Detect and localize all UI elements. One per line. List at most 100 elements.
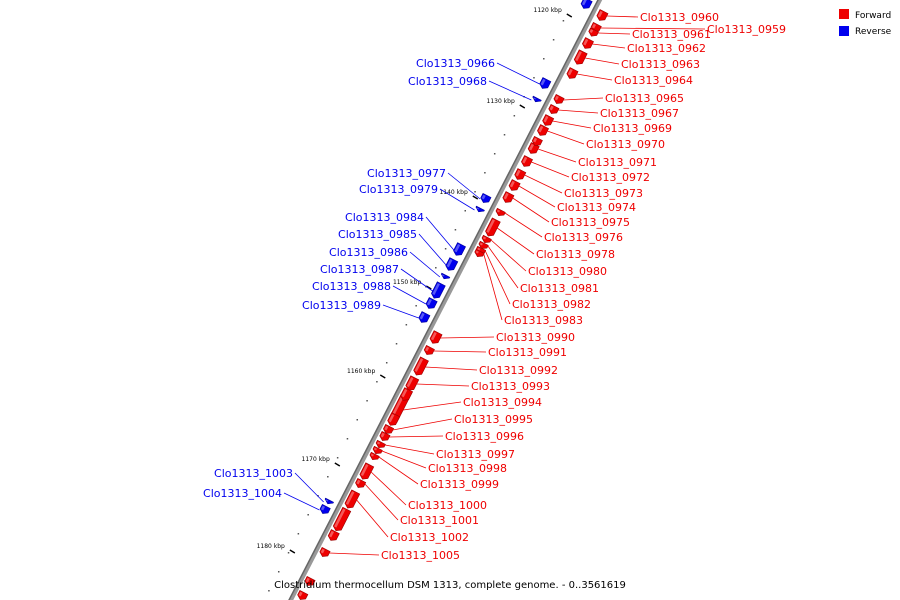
forward-gene-arrow (359, 462, 375, 480)
minor-tick (336, 457, 339, 459)
reverse-gene-arrow (453, 242, 466, 256)
minor-tick (268, 590, 270, 592)
reverse-gene-label: Clo1313_0968 (408, 75, 487, 88)
label-connector (547, 130, 585, 145)
forward-gene-label: Clo1313_0960 (640, 11, 719, 24)
label-connector (487, 245, 519, 289)
tick-mark (289, 549, 296, 554)
minor-tick (395, 343, 398, 345)
reverse-gene-label: Clo1313_1004 (203, 487, 282, 500)
forward-gene-arrow (481, 234, 492, 243)
forward-gene-arrow (596, 9, 609, 21)
forward-gene-arrow (423, 344, 435, 355)
forward-gene-label: Clo1313_0980 (528, 265, 607, 278)
label-connector (606, 15, 639, 18)
reverse-gene-arrow (431, 281, 446, 299)
forward-gene-label: Clo1313_0991 (488, 346, 567, 359)
forward-gene-label: Clo1313_0981 (520, 282, 599, 295)
genome-backbone (288, 0, 603, 600)
forward-gene-arrow (383, 423, 395, 434)
forward-gene-label: Clo1313_1002 (390, 531, 469, 544)
minor-tick (415, 305, 417, 307)
label-connector (418, 233, 447, 266)
minor-tick (385, 362, 388, 364)
genome-backbone-edge (288, 0, 599, 600)
label-connector (584, 57, 620, 65)
reverse-gene-arrow (480, 192, 492, 203)
label-connector (484, 250, 511, 305)
reverse-gene-arrow (580, 0, 593, 9)
label-connector (483, 253, 503, 321)
label-connector (597, 32, 631, 35)
label-connector (409, 251, 441, 278)
forward-gene-label: Clo1313_0997 (436, 448, 515, 461)
label-connector (364, 483, 399, 521)
label-connector (440, 336, 495, 339)
label-connector (283, 492, 320, 511)
label-connector (558, 109, 599, 114)
label-connector (512, 197, 550, 223)
forward-gene-label: Clo1313_0963 (621, 58, 700, 71)
tick-label: 1180 kbp (257, 543, 285, 550)
minor-tick (543, 58, 545, 60)
forward-gene-arrow (588, 27, 599, 37)
reverse-gene-arrow (425, 297, 438, 309)
forward-gene-label: Clo1313_0972 (571, 171, 650, 184)
forward-gene-arrow (478, 240, 489, 249)
minor-tick (464, 210, 466, 212)
label-connector (370, 471, 407, 506)
legend-swatch-reverse (839, 26, 849, 36)
forward-gene-arrow (297, 589, 309, 600)
label-connector (378, 456, 419, 485)
forward-gene-arrow (413, 356, 429, 376)
forward-gene-label: Clo1313_0993 (471, 380, 550, 393)
forward-gene-label: Clo1313_0983 (504, 314, 583, 327)
forward-gene-arrow (553, 93, 565, 104)
forward-gene-arrow (548, 103, 560, 114)
minor-tick (346, 438, 349, 440)
forward-gene-label: Clo1313_0961 (632, 28, 711, 41)
forward-gene-arrow (582, 37, 594, 49)
label-connector (392, 285, 427, 305)
tick-mark (425, 285, 432, 290)
minor-tick (366, 400, 368, 402)
forward-gene-arrow (332, 506, 352, 532)
forward-gene-arrow (485, 217, 501, 237)
forward-gene-arrow (521, 155, 533, 167)
minor-tick (307, 514, 309, 516)
label-connector (488, 80, 532, 101)
reverse-gene-arrow (418, 311, 431, 323)
tick-mark (379, 374, 386, 379)
label-connector (403, 401, 462, 411)
forward-gene-arrow (566, 67, 579, 79)
reverse-gene-arrow (440, 272, 451, 280)
forward-gene-arrow (429, 330, 443, 344)
forward-gene-arrow (369, 451, 380, 460)
label-connector (389, 435, 444, 438)
forward-gene-label: Clo1313_0975 (551, 216, 630, 229)
forward-gene-arrow (327, 529, 340, 541)
forward-gene-arrow (542, 114, 555, 126)
forward-gene-arrow (355, 477, 367, 488)
forward-gene-label: Clo1313_0974 (557, 201, 636, 214)
label-connector (356, 499, 389, 538)
minor-tick (327, 476, 329, 478)
minor-tick (513, 115, 516, 117)
label-connector (490, 239, 527, 272)
reverse-gene-label: Clo1313_0977 (367, 167, 446, 180)
minor-tick (405, 324, 408, 326)
minor-tick (533, 77, 535, 79)
forward-gene-arrow (319, 546, 331, 557)
label-connector (381, 450, 427, 469)
forward-gene-label: Clo1313_0965 (605, 92, 684, 105)
minor-tick (444, 248, 447, 250)
reverse-gene-arrow (475, 205, 485, 213)
tick-label: 1120 kbp (534, 7, 562, 14)
reverse-gene-label: Clo1313_0988 (312, 280, 391, 293)
forward-gene-label: Clo1313_0996 (445, 430, 524, 443)
forward-gene-label: Clo1313_0978 (536, 248, 615, 261)
forward-gene-label: Clo1313_0973 (564, 187, 643, 200)
label-connector (563, 97, 604, 101)
reverse-gene-label: Clo1313_0989 (302, 299, 381, 312)
